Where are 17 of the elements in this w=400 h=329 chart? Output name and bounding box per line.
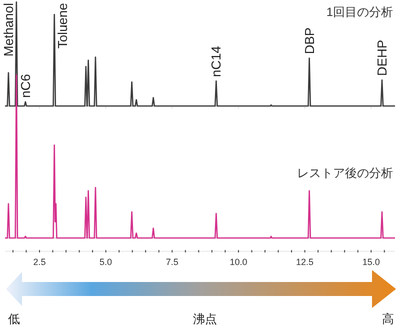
text: 低 [8,312,20,326]
x-tick-label: 2.5 [33,257,46,267]
text: 1回目の分析 [326,5,393,19]
x-tick-label: 10.0 [230,257,248,267]
annotation: nC14 [208,46,224,78]
series-label: レストア後の分析 [297,166,393,180]
text: 沸点 [193,312,217,326]
annotation: DEHP [374,40,390,76]
annotation: Methanol [0,2,16,56]
annotation: nC6 [18,74,33,98]
text: 高 [382,312,394,326]
x-tick-label: 12.5 [296,257,314,267]
annotation: Toluene [54,3,70,49]
x-tick-label: 5.0 [100,257,112,267]
x-tick-label: 15.0 [362,257,380,267]
annotation: DBP [302,27,317,54]
x-tick-label: 7.5 [166,257,178,267]
